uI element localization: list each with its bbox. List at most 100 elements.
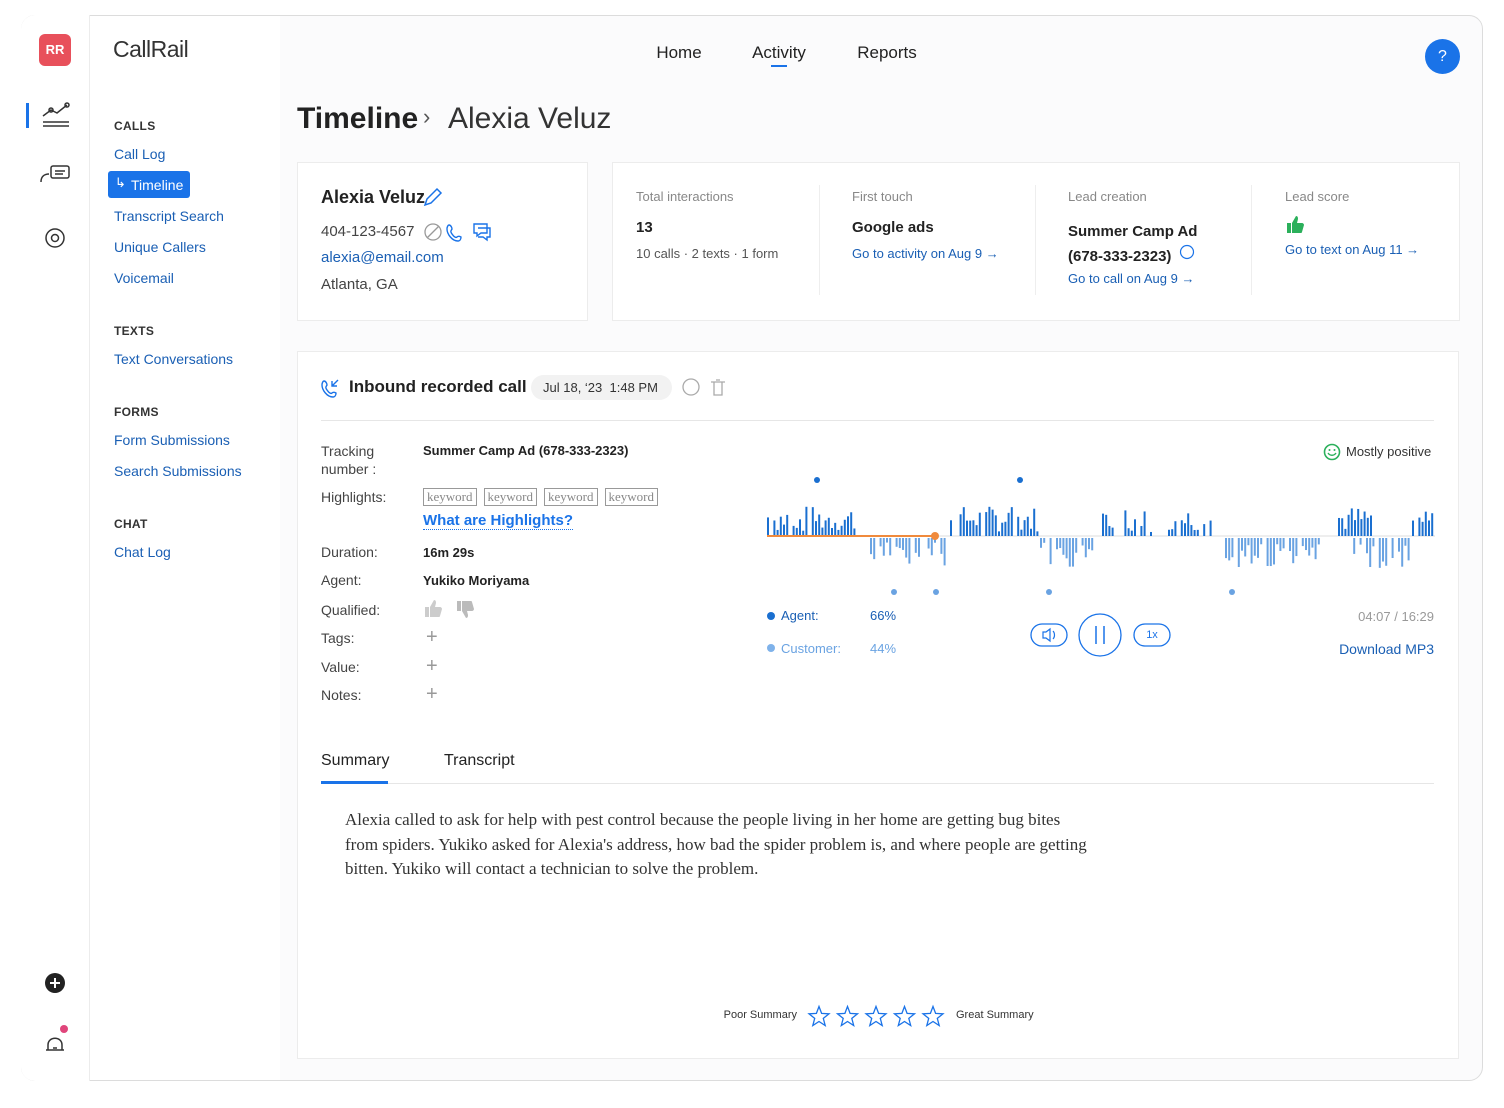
waveform-bar: [886, 538, 888, 543]
waveform-bar: [1344, 528, 1347, 536]
stat-link[interactable]: Go to call on Aug 9 →: [1068, 271, 1195, 286]
pause-button[interactable]: [1078, 613, 1122, 657]
waveform-bar: [802, 530, 805, 536]
waveform-bar: [943, 538, 946, 566]
add-note[interactable]: +: [426, 683, 438, 705]
nav-link[interactable]: Activity: [752, 43, 806, 62]
highlights-link[interactable]: What are Highlights?: [423, 512, 573, 530]
keyword[interactable]: keyword: [423, 488, 477, 506]
waveform-bar: [821, 527, 824, 536]
waveform-bar: [1020, 529, 1023, 536]
add-value[interactable]: +: [426, 655, 438, 677]
waveform-bar: [1295, 538, 1298, 557]
sentiment: Mostly positive: [1346, 444, 1432, 459]
tab[interactable]: Transcript: [444, 752, 515, 769]
call-icon[interactable]: [446, 224, 462, 242]
agent-label: Agent:: [781, 608, 819, 623]
waveform-bar: [1244, 538, 1247, 557]
waveform-bar: [1401, 538, 1404, 567]
bell-icon[interactable]: [46, 1037, 64, 1051]
nav-item[interactable]: Unique Callers: [114, 239, 206, 255]
volume-button[interactable]: [1030, 623, 1068, 647]
nav-item[interactable]: Call Log: [114, 146, 166, 162]
contact-email[interactable]: alexia@email.com: [321, 249, 444, 266]
stats-card: [612, 162, 1460, 321]
add-plus: [50, 978, 60, 988]
active-indicator: [26, 103, 29, 128]
waveform-bar: [805, 506, 808, 536]
waveform-bar: [988, 506, 991, 536]
star[interactable]: [807, 1004, 831, 1027]
star[interactable]: [835, 1004, 860, 1027]
waveform-bar: [1010, 507, 1013, 536]
block-icon[interactable]: [424, 223, 442, 241]
waveform-bar: [934, 538, 936, 543]
nav-link[interactable]: Reports: [857, 43, 917, 62]
stat-link[interactable]: Go to text on Aug 11 →: [1285, 242, 1420, 257]
calls-icon[interactable]: [40, 165, 70, 183]
star[interactable]: [921, 1004, 945, 1027]
nav-item[interactable]: Transcript Search: [114, 208, 224, 224]
nav-item[interactable]: Timeline: [131, 177, 184, 193]
activity-icon[interactable]: [42, 102, 70, 127]
tab[interactable]: Summary: [321, 752, 390, 769]
rating-high: Great Summary: [956, 1009, 1034, 1021]
logo[interactable]: CallRail: [113, 36, 189, 62]
waveform-bar: [1004, 521, 1007, 536]
keyword[interactable]: keyword: [483, 488, 537, 506]
waveform-bar: [1289, 538, 1291, 552]
waveform-bar: [1366, 538, 1368, 554]
keyword[interactable]: keyword: [604, 488, 658, 506]
waveform-bar: [1398, 538, 1400, 552]
waveform-bar: [959, 514, 962, 536]
waveform-bar: [834, 522, 837, 536]
star[interactable]: [864, 1004, 888, 1027]
stat-label: Lead creation: [1068, 189, 1147, 204]
delete-icon[interactable]: [711, 379, 725, 396]
waveform-bar: [1347, 514, 1350, 536]
waveform-bar: [882, 538, 885, 556]
waveform-bar: [879, 538, 882, 547]
speed-button[interactable]: [1133, 623, 1171, 647]
nav-item[interactable]: Chat Log: [114, 544, 171, 560]
waveform-bar: [850, 512, 853, 536]
waveform-bar: [1140, 526, 1143, 536]
call-title: Inbound recorded call: [349, 377, 527, 396]
tag-icon[interactable]: [682, 378, 700, 396]
breadcrumb-current: Alexia Veluz: [448, 102, 612, 135]
nav-item[interactable]: Voicemail: [114, 270, 174, 286]
inbound-call-icon: [321, 379, 339, 398]
breadcrumb-root[interactable]: Timeline: [297, 102, 419, 135]
waveform-bar: [840, 525, 843, 536]
qualify-no[interactable]: [457, 601, 474, 618]
nav-item[interactable]: Text Conversations: [114, 351, 234, 367]
waveform-bar: [811, 507, 814, 536]
nav-item[interactable]: Search Submissions: [114, 463, 242, 479]
download-link[interactable]: Download MP3: [1339, 641, 1434, 657]
info-icon[interactable]: [1179, 244, 1195, 260]
waveform-bar: [853, 528, 856, 536]
nav-heading: TEXTS: [114, 324, 155, 338]
edit-icon[interactable]: [422, 186, 444, 208]
waveform-bar: [1269, 538, 1272, 567]
qualify-yes[interactable]: [425, 600, 442, 617]
settings-icon[interactable]: [45, 228, 65, 248]
avatar[interactable]: RR: [39, 34, 71, 66]
waveform[interactable]: [760, 470, 1440, 605]
waveform-bar: [1033, 508, 1036, 536]
text-icon[interactable]: [473, 223, 491, 242]
nav-link[interactable]: Home: [656, 43, 702, 62]
stat-link[interactable]: Go to activity on Aug 9 →: [852, 246, 999, 261]
help-button[interactable]: ?: [1425, 39, 1460, 74]
waveform-bar: [1171, 529, 1174, 536]
waveform-bar: [1428, 520, 1430, 536]
waveform-bar: [1404, 538, 1407, 546]
nav-item[interactable]: Form Submissions: [114, 432, 230, 448]
waveform-bar: [927, 538, 930, 549]
star[interactable]: [892, 1004, 917, 1027]
keyword[interactable]: keyword: [544, 488, 598, 506]
thumbs-up-icon: [1287, 216, 1304, 233]
speed-label[interactable]: 1x: [1146, 629, 1158, 641]
add-tag[interactable]: +: [426, 626, 438, 648]
contact-name: Alexia Veluz: [321, 187, 426, 207]
